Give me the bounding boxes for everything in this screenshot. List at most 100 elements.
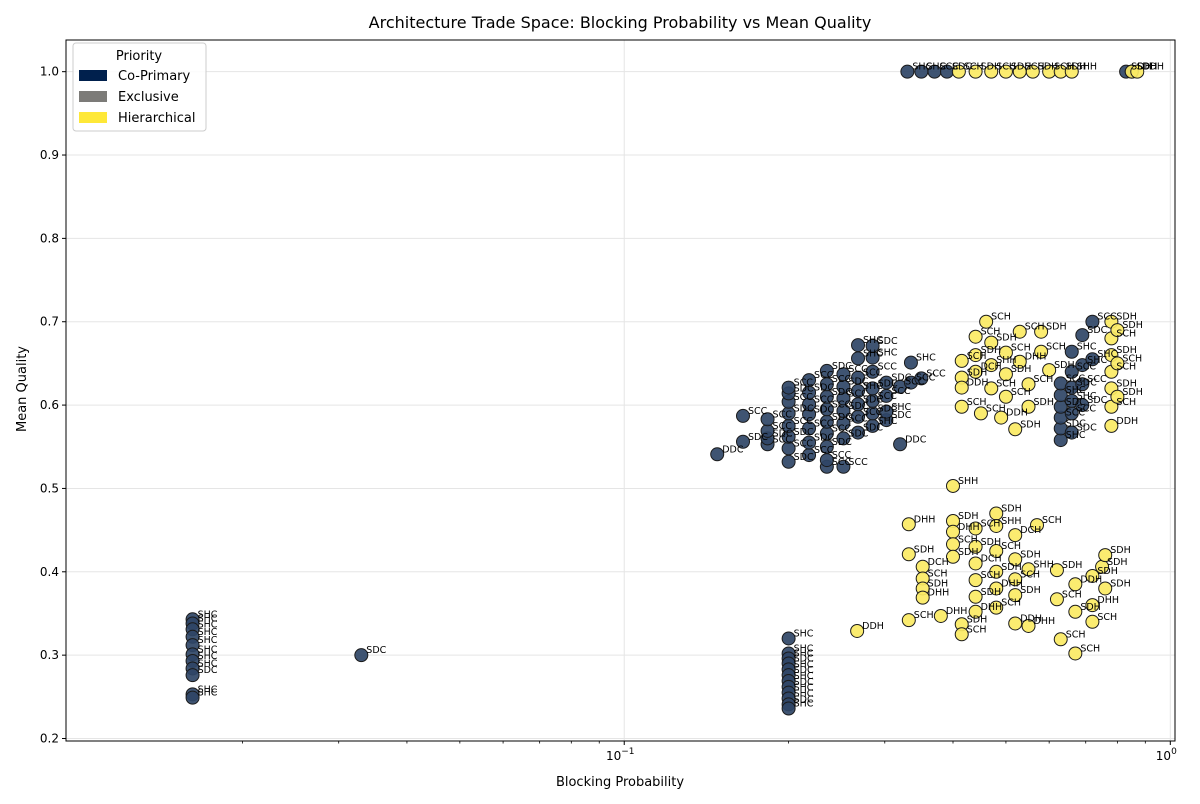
data-point	[865, 381, 880, 396]
data-point	[1068, 646, 1083, 661]
point-label: SDH	[996, 333, 1017, 344]
x-tick-label: 100	[1156, 747, 1177, 763]
point-label: SHC	[198, 684, 218, 695]
data-point	[735, 434, 750, 449]
point-label: SCC	[1097, 312, 1117, 323]
point-label: SHC	[198, 644, 218, 655]
data-point	[968, 589, 983, 604]
data-point	[1053, 632, 1068, 647]
point-label: SCC	[773, 421, 793, 432]
data-point	[1068, 604, 1083, 619]
point-label: SCC	[1077, 403, 1097, 414]
point-label: SCH	[1116, 328, 1136, 339]
data-point	[781, 631, 796, 646]
data-point	[1064, 64, 1079, 79]
point-label: SDH	[1107, 557, 1128, 568]
point-label: SDC	[1066, 397, 1086, 408]
point-label: DDC	[722, 444, 744, 455]
data-point	[893, 437, 908, 452]
point-label: SHC	[1066, 385, 1086, 396]
point-label: SHC	[794, 683, 814, 694]
point-label: DDH	[1142, 62, 1164, 73]
point-label: SDH	[1062, 560, 1083, 571]
point-label: SDH	[981, 345, 1002, 356]
point-label: SCH	[1116, 362, 1136, 373]
point-label: SHC	[1087, 355, 1107, 366]
point-label: SDC	[366, 645, 386, 656]
point-label: SDH	[1110, 545, 1131, 556]
data-point	[1025, 64, 1040, 79]
point-label: SDH	[1131, 62, 1152, 73]
point-label: SHC	[863, 348, 883, 359]
point-label: DHH	[946, 606, 968, 617]
data-point	[968, 64, 983, 79]
point-label: SCH	[1025, 62, 1045, 73]
data-point	[914, 371, 929, 386]
y-tick-label: 0.2	[40, 731, 59, 745]
data-point	[1110, 389, 1125, 404]
point-label: SDC	[794, 677, 814, 688]
legend-entries: Co-Primary Exclusive Hierarchical	[79, 69, 195, 126]
data-point	[781, 380, 796, 395]
point-label: SDC	[814, 383, 834, 394]
point-label: SHC	[794, 688, 814, 699]
data-point	[1075, 377, 1090, 392]
point-label: SCH	[1122, 353, 1142, 364]
data-point	[989, 518, 1004, 533]
chart-title: Architecture Trade Space: Blocking Proba…	[369, 13, 872, 32]
point-label: SCH	[1042, 515, 1062, 526]
data-point	[968, 329, 983, 344]
point-label: SCC	[940, 62, 960, 73]
point-label: SDC	[1077, 423, 1097, 434]
data-point	[968, 604, 983, 619]
point-label: SCH	[1080, 643, 1100, 654]
point-label: SDC	[848, 428, 868, 439]
point-label: SDH	[1011, 62, 1032, 73]
point-label: SHC	[198, 627, 218, 638]
x-axis-label: Blocking Probability	[556, 775, 684, 790]
data-point	[984, 335, 999, 350]
data-point	[989, 581, 1004, 596]
point-label: SCC	[814, 445, 834, 456]
data-point	[984, 64, 999, 79]
point-label: SCH	[1025, 322, 1045, 333]
point-label: SCC	[814, 370, 834, 381]
point-label: SDC	[794, 665, 814, 676]
point-label: SDH	[1122, 320, 1143, 331]
point-label: SDC	[891, 373, 911, 384]
legend-title: Priority	[116, 49, 163, 64]
data-point	[710, 447, 725, 462]
point-label: SCH	[981, 327, 1001, 338]
data-point	[1008, 616, 1023, 631]
point-label: SCC	[848, 388, 868, 399]
data-point	[989, 564, 1004, 579]
point-label: SHC	[1066, 430, 1086, 441]
point-label: SHH	[1077, 62, 1097, 73]
data-point	[1085, 614, 1100, 629]
data-point	[903, 355, 918, 370]
point-label: SHC	[198, 619, 218, 630]
point-label: DDH	[1080, 574, 1102, 585]
point-label: SDH	[1001, 562, 1022, 573]
point-label: SDC	[794, 653, 814, 664]
point-labels: SHCSHCSHCSHCSHCSHCSHCSHCSDCSHCSHCSDCSHCS…	[198, 62, 1164, 710]
point-label: SCC	[814, 394, 834, 405]
point-label: SCH	[1001, 541, 1021, 552]
point-label: SDC	[773, 428, 793, 439]
data-point	[946, 549, 961, 564]
point-label: DHH	[914, 514, 936, 525]
point-label: SCC	[863, 407, 883, 418]
data-point	[1098, 581, 1113, 596]
point-label: SDC	[863, 394, 883, 405]
data-point	[851, 425, 866, 440]
legend-swatch	[79, 70, 107, 81]
y-tick-label: 1.0	[40, 65, 59, 79]
data-point	[954, 380, 969, 395]
point-label: SCH	[1046, 342, 1066, 353]
point-label: SDH	[967, 368, 988, 379]
point-label: SDH	[958, 547, 979, 558]
point-label: SDC	[748, 432, 768, 443]
data-point	[1042, 363, 1057, 378]
data-point	[851, 338, 866, 353]
data-point	[1034, 344, 1049, 359]
